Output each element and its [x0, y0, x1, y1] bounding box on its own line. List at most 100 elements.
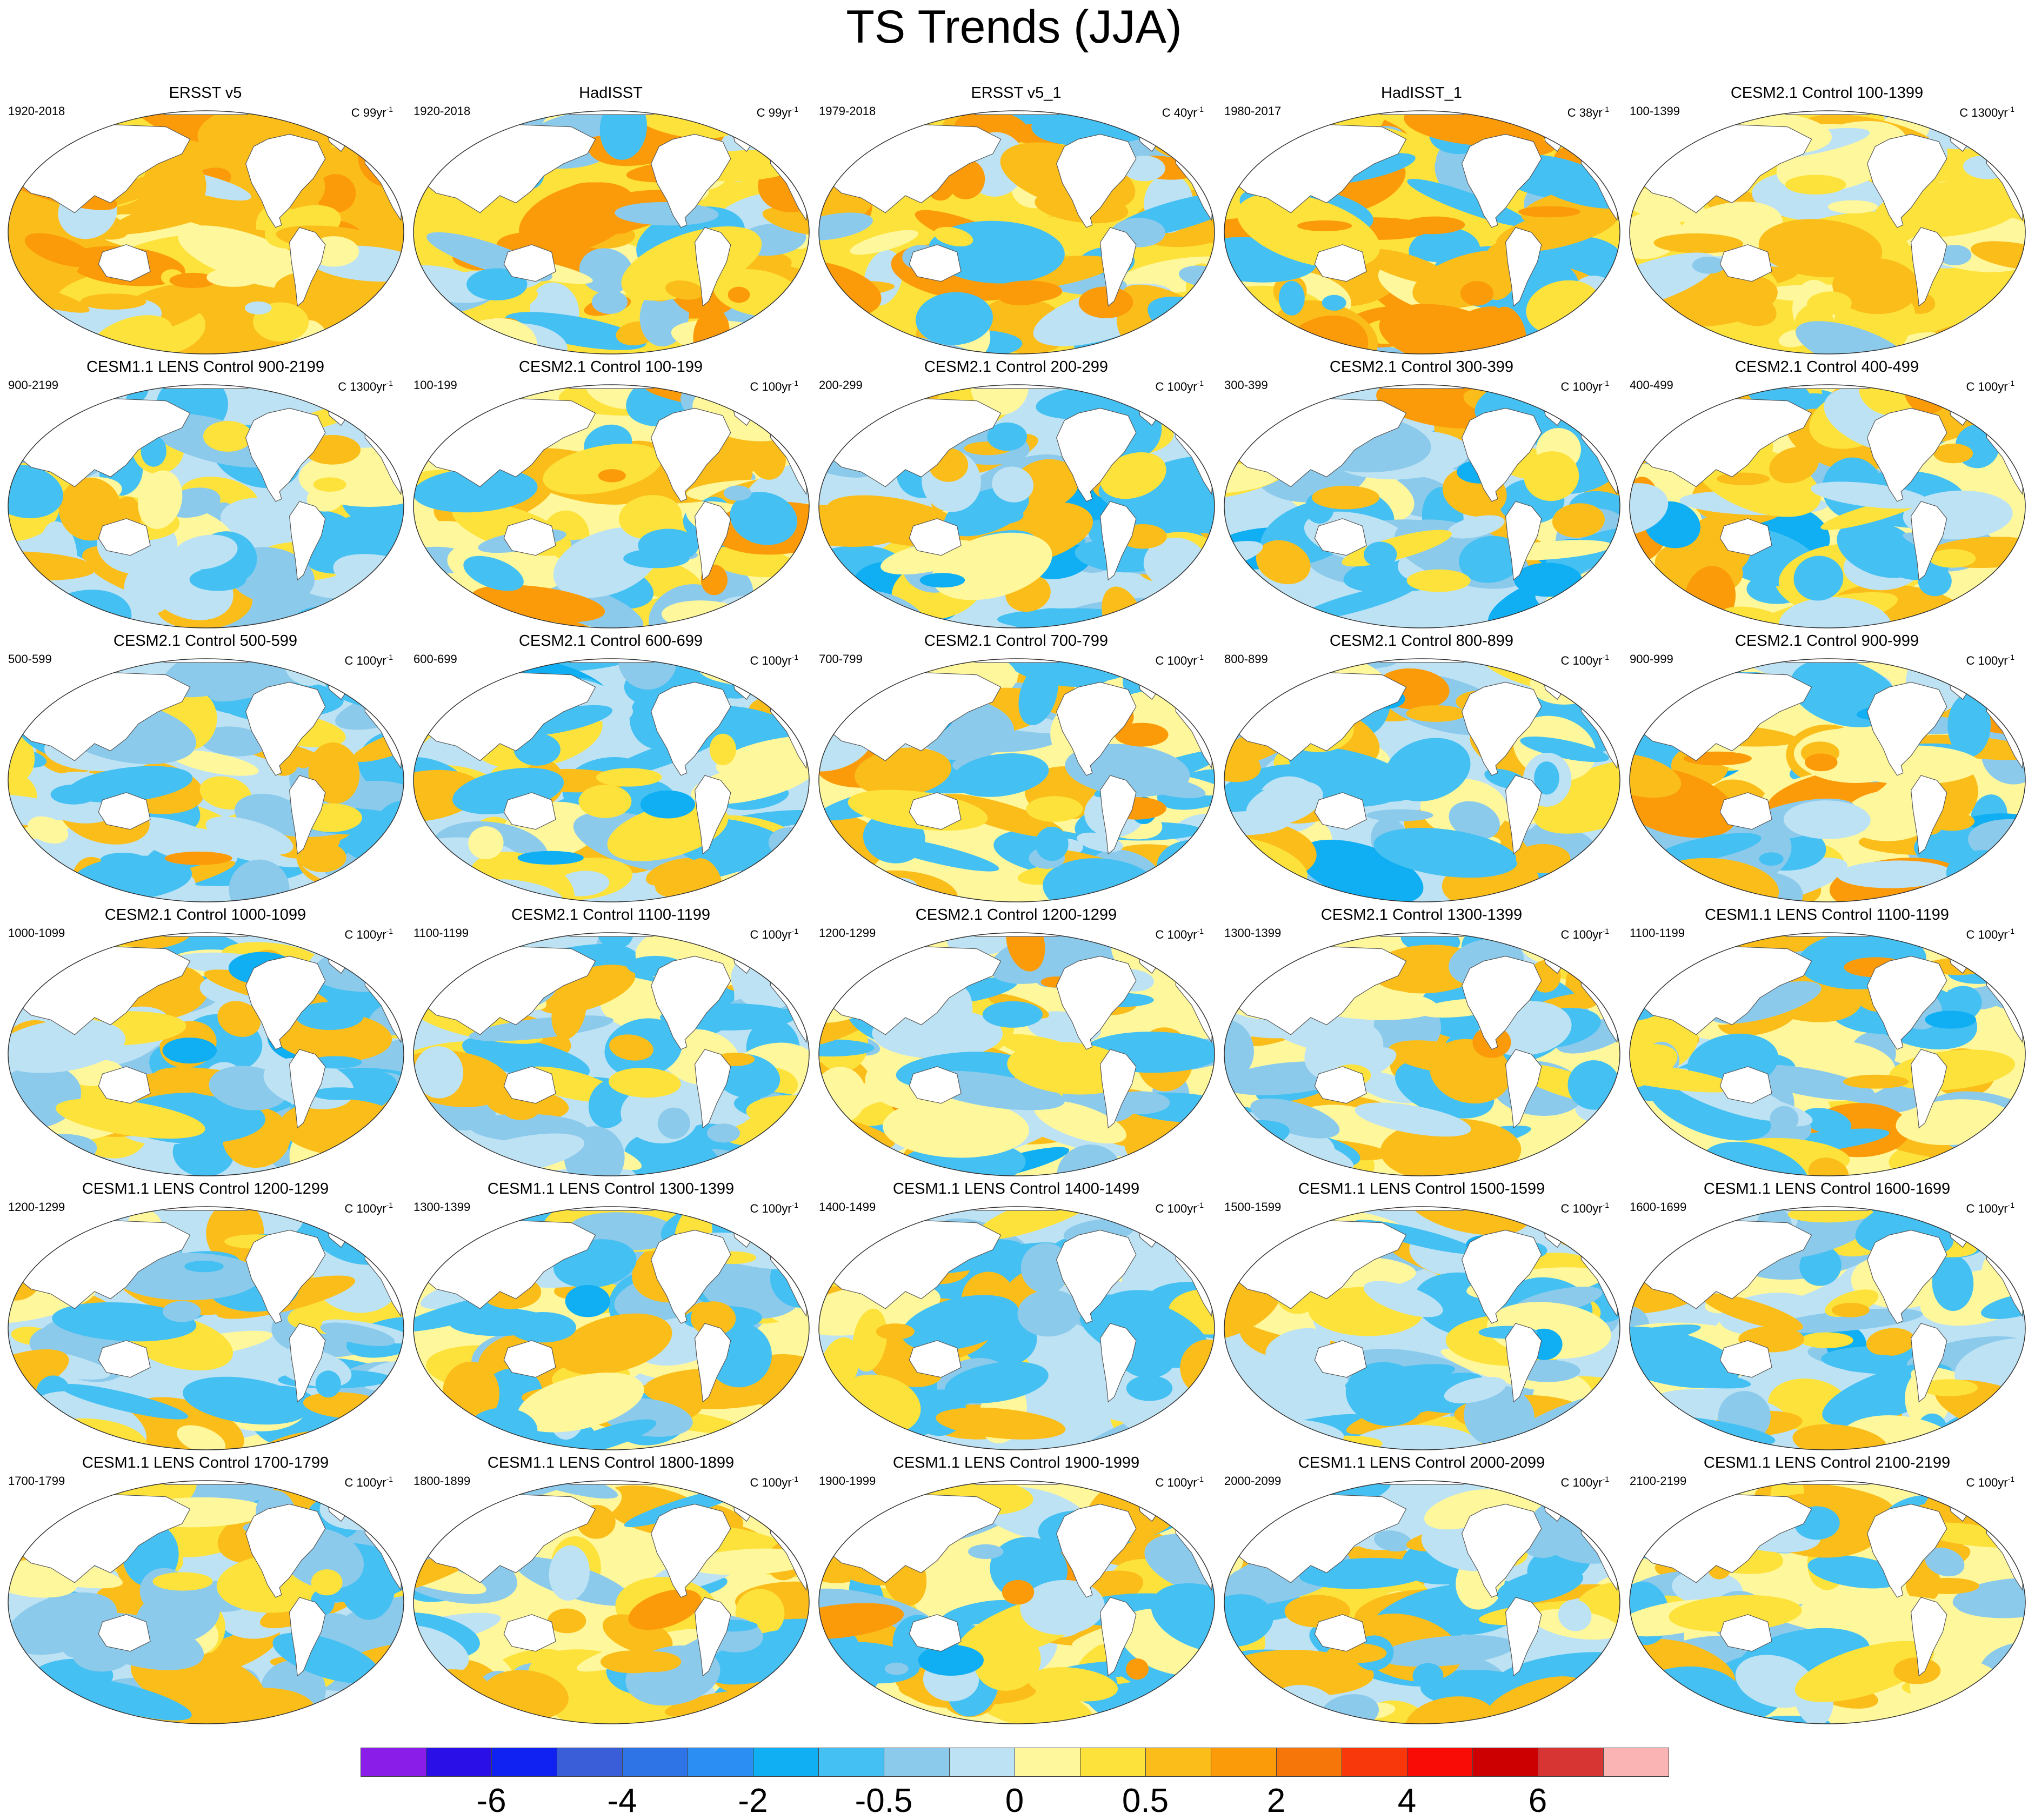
panel-units: C 100yr-1 [1966, 1472, 2015, 1490]
panel-units: C 100yr-1 [1156, 376, 1204, 394]
units-exponent: -1 [386, 653, 393, 661]
trend-anomaly [783, 573, 809, 612]
trend-field [1224, 111, 1620, 354]
trend-anomaly [1657, 111, 1693, 125]
trend-anomaly [8, 1207, 84, 1222]
land-mask [289, 501, 326, 581]
trend-anomaly-strong [709, 733, 736, 766]
map-border [818, 658, 1215, 902]
trend-anomaly [549, 1545, 590, 1601]
land-mask [909, 1614, 962, 1652]
panel-period: 200-299 [819, 378, 863, 392]
land-mask [503, 518, 556, 556]
trend-anomaly [205, 817, 293, 855]
panel-title: CESM1.1 LENS Control 1400-1499 [892, 1180, 1140, 1197]
trend-anomaly [933, 226, 973, 246]
trend-anomaly [1859, 385, 1918, 416]
trend-anomaly-strong [1002, 1580, 1035, 1605]
panel-period: 1100-1199 [413, 926, 469, 940]
panel-period: 2100-2199 [1630, 1474, 1687, 1488]
trend-anomaly-strong [1692, 256, 1725, 274]
trend-anomaly [1497, 1568, 1584, 1604]
trend-anomaly [1224, 811, 1290, 835]
map-panel: CESM1.1 LENS Control 900-2199 900-2199 C 1… [3, 358, 408, 632]
trend-anomaly-strong [1920, 1379, 1978, 1396]
units-exponent: -1 [1602, 379, 1609, 387]
land-mask [98, 1340, 151, 1378]
panel-units: C 100yr-1 [1156, 924, 1204, 942]
map-panel: ERSST v5_1 1979-2018 C 40yr-1 [813, 84, 1219, 358]
panel-units: C 100yr-1 [750, 1472, 799, 1490]
trend-anomaly [936, 1407, 1066, 1440]
map-border [8, 1206, 404, 1450]
map-panel: HadISST 1920-2018 C 99yr-1 [408, 84, 813, 358]
map-border [1629, 384, 2026, 628]
trend-anomaly [556, 1313, 672, 1375]
robinson-map [818, 658, 1215, 902]
trend-anomaly [24, 233, 94, 267]
robinson-map [818, 110, 1215, 354]
map-panel: CESM2.1 Control 1100-1199 1100-1199 C 100y… [408, 906, 813, 1180]
trend-anomaly [1837, 860, 1953, 888]
colorbar-swatch [688, 1748, 753, 1777]
trend-anomaly-strong [598, 469, 626, 483]
units-base: C 100yr [1560, 1476, 1603, 1489]
trend-anomaly [315, 174, 356, 213]
panel-title: CESM2.1 Control 500-599 [113, 632, 298, 650]
trend-anomaly [1224, 1207, 1282, 1232]
map-border [818, 932, 1215, 1176]
units-base: C 100yr [1155, 1476, 1197, 1489]
trend-anomaly [1520, 737, 1609, 762]
units-exponent: -1 [1602, 653, 1609, 661]
panel-title: CESM2.1 Control 900-999 [1735, 632, 1919, 650]
map-border [1224, 110, 1620, 354]
map-panel: CESM1.1 LENS Control 1900-1999 1900-1999 C… [813, 1454, 1219, 1728]
colorbar-swatch [1276, 1748, 1342, 1777]
colorbar-swatch [884, 1748, 950, 1777]
trend-anomaly [1355, 1102, 1471, 1137]
panel-title: CESM2.1 Control 1100-1199 [511, 906, 711, 924]
panel-title: CESM2.1 Control 700-799 [924, 632, 1109, 650]
land-mask [1099, 227, 1137, 307]
trend-anomaly [413, 1207, 470, 1232]
trend-anomaly [512, 894, 547, 902]
units-base: C 99yr [756, 106, 792, 119]
panel-title: CESM2.1 Control 1300-1399 [1320, 906, 1523, 924]
trend-anomaly [1574, 659, 1620, 671]
land-mask [289, 1323, 326, 1403]
trend-anomaly [1635, 659, 1684, 695]
trend-anomaly [1630, 933, 1685, 968]
panel-units: C 100yr-1 [345, 650, 393, 668]
trend-anomaly [1100, 452, 1166, 499]
land-mask [1099, 775, 1137, 855]
panel-title: ERSST v5 [169, 84, 242, 102]
trend-anomaly-strong [1933, 443, 1973, 464]
units-base: C 40yr [1162, 106, 1197, 119]
trend-anomaly [617, 659, 678, 690]
trend-anomaly [1447, 515, 1505, 539]
trend-anomaly-strong [565, 1284, 610, 1317]
colorbar-tick-label: -0.5 [855, 1782, 913, 1819]
trend-anomaly-strong [548, 1608, 586, 1634]
trend-anomaly [8, 328, 47, 354]
trend-anomaly [536, 965, 636, 1014]
trend-field [413, 111, 809, 354]
units-base: C 100yr [1966, 654, 2008, 667]
trend-anomaly [365, 385, 404, 418]
trend-anomaly-strong [80, 293, 146, 310]
trend-anomaly-strong [203, 420, 253, 452]
colorbar-swatch [949, 1748, 1015, 1777]
land-mask [1719, 1614, 1772, 1652]
land-mask [650, 681, 731, 776]
colorbar-swatch [491, 1748, 557, 1777]
land-mask [289, 775, 326, 855]
trend-anomaly [1177, 1220, 1215, 1259]
robinson-map [413, 1480, 810, 1724]
units-exponent: -1 [791, 1201, 798, 1209]
trend-anomaly [1053, 1581, 1086, 1604]
units-exponent: -1 [1197, 927, 1204, 935]
land-mask [650, 1229, 731, 1324]
trend-anomaly [883, 1099, 1030, 1158]
land-mask [1099, 1323, 1137, 1403]
map-border [818, 1206, 1215, 1450]
